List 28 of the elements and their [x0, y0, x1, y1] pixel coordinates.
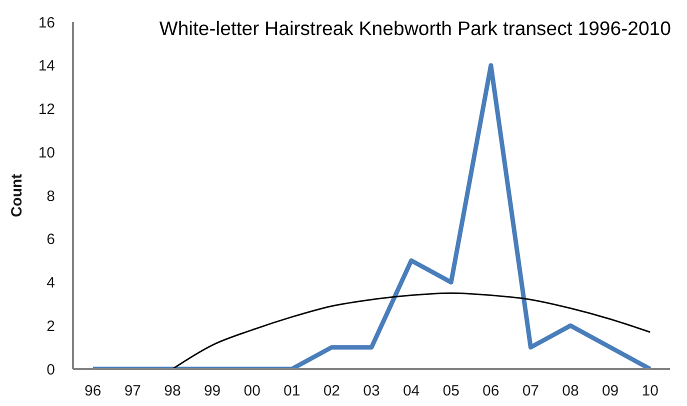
- chart-title: White-letter Hairstreak Knebworth Park transect 1996-2010: [159, 17, 671, 41]
- y-tick-label: 6: [46, 231, 55, 248]
- x-tick-label: 04: [402, 382, 420, 400]
- y-tick-label: 10: [38, 144, 55, 162]
- x-tick-label: 99: [204, 382, 221, 400]
- x-tick-label: 06: [482, 382, 500, 400]
- y-tick-label: 14: [38, 58, 55, 75]
- x-tick-label: 02: [323, 382, 340, 400]
- y-tick-label: 8: [46, 188, 55, 205]
- x-tick-label: 97: [124, 382, 142, 400]
- y-tick-label: 16: [38, 14, 55, 32]
- x-tick-label: 96: [84, 382, 102, 400]
- y-tick-label: 4: [46, 274, 55, 292]
- x-tick-label: 05: [442, 382, 460, 400]
- x-tick-label: 10: [642, 382, 658, 400]
- x-tick-label: 09: [602, 382, 619, 400]
- x-tick-label: 07: [522, 382, 540, 400]
- y-tick-label: 12: [38, 101, 55, 118]
- line-series: [90, 63, 652, 369]
- x-tick-label: 08: [562, 382, 579, 400]
- y-axis-title: Count: [8, 174, 26, 218]
- x-tick-label: 03: [363, 382, 380, 400]
- y-tick-label: 2: [46, 318, 55, 335]
- y-tick-label: 0: [46, 361, 55, 378]
- line-series: [172, 292, 651, 369]
- x-tick-label: 00: [244, 382, 260, 400]
- x-tick-label: 01: [284, 382, 300, 400]
- x-tick-label: 98: [164, 382, 181, 400]
